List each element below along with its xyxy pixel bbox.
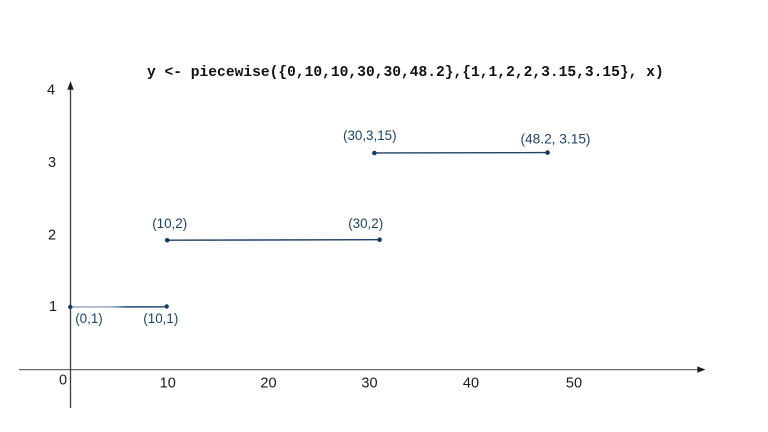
svg-text:(30,3,15): (30,3,15): [343, 128, 397, 143]
svg-text:1: 1: [49, 299, 57, 315]
svg-text:(0,1): (0,1): [75, 311, 103, 326]
svg-text:(48.2, 3.15): (48.2, 3.15): [520, 132, 590, 147]
svg-text:(10,2): (10,2): [152, 216, 187, 231]
svg-text:10: 10: [160, 376, 176, 392]
svg-text:50: 50: [566, 376, 582, 392]
svg-text:0: 0: [59, 373, 67, 389]
svg-text:y <- piecewise({0,10,10,30,30,: y <- piecewise({0,10,10,30,30,48.2},{1,1…: [147, 65, 664, 81]
svg-text:2: 2: [48, 228, 56, 244]
svg-text:(10,1): (10,1): [143, 311, 178, 326]
svg-text:40: 40: [463, 376, 479, 392]
svg-text:20: 20: [260, 376, 276, 392]
svg-text:30: 30: [361, 376, 377, 392]
svg-text:4: 4: [47, 83, 55, 99]
svg-text:3: 3: [48, 155, 56, 171]
svg-text:(30,2): (30,2): [348, 216, 383, 231]
